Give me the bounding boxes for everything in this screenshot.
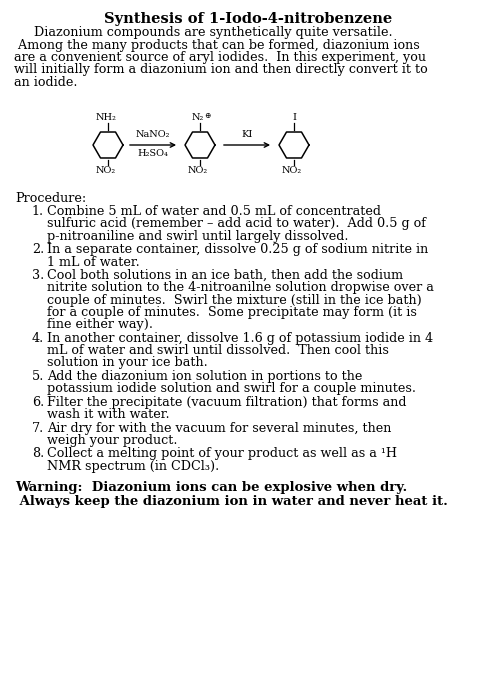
Text: Collect a melting point of your product as well as a ¹H: Collect a melting point of your product …	[47, 447, 397, 461]
Text: Procedure:: Procedure:	[15, 192, 86, 205]
Text: wash it with water.: wash it with water.	[47, 408, 169, 421]
Text: NH₂: NH₂	[95, 113, 116, 122]
Text: sulfuric acid (remember – add acid to water).  Add 0.5 g of: sulfuric acid (remember – add acid to wa…	[47, 218, 426, 230]
Text: Synthesis of 1-Iodo-4-nitrobenzene: Synthesis of 1-Iodo-4-nitrobenzene	[104, 12, 393, 26]
Text: H₂SO₄: H₂SO₄	[138, 149, 168, 158]
Text: for a couple of minutes.  Some precipitate may form (it is: for a couple of minutes. Some precipitat…	[47, 306, 417, 318]
Text: will initially form a diazonium ion and then directly convert it to: will initially form a diazonium ion and …	[14, 64, 428, 76]
Text: Filter the precipitate (vacuum filtration) that forms and: Filter the precipitate (vacuum filtratio…	[47, 395, 407, 409]
Text: Cool both solutions in an ice bath, then add the sodium: Cool both solutions in an ice bath, then…	[47, 270, 403, 282]
Text: Warning:  Diazonium ions can be explosive when dry.: Warning: Diazonium ions can be explosive…	[15, 482, 407, 494]
Text: NO₂: NO₂	[96, 166, 116, 175]
Text: NaNO₂: NaNO₂	[136, 130, 170, 139]
Text: mL of water and swirl until dissolved.  Then cool this: mL of water and swirl until dissolved. T…	[47, 344, 389, 357]
Text: ⊕: ⊕	[204, 112, 210, 120]
Text: In another container, dissolve 1.6 g of potassium iodide in 4: In another container, dissolve 1.6 g of …	[47, 332, 433, 344]
Text: 4.: 4.	[32, 332, 44, 344]
Text: NO₂: NO₂	[188, 166, 208, 175]
Text: N₂: N₂	[192, 113, 204, 122]
Text: Diazonium compounds are synthetically quite versatile.: Diazonium compounds are synthetically qu…	[14, 26, 393, 39]
Text: Always keep the diazonium ion in water and never heat it.: Always keep the diazonium ion in water a…	[15, 495, 448, 508]
Text: 1 mL of water.: 1 mL of water.	[47, 256, 140, 269]
Text: fine either way).: fine either way).	[47, 318, 153, 331]
Text: In a separate container, dissolve 0.25 g of sodium nitrite in: In a separate container, dissolve 0.25 g…	[47, 244, 428, 256]
Text: Among the many products that can be formed, diazonium ions: Among the many products that can be form…	[14, 38, 420, 52]
Text: 5.: 5.	[32, 370, 44, 383]
Text: nitrite solution to the 4-nitroanilne solution dropwise over a: nitrite solution to the 4-nitroanilne so…	[47, 281, 434, 295]
Text: Add the diazonium ion solution in portions to the: Add the diazonium ion solution in portio…	[47, 370, 362, 383]
Text: 3.: 3.	[32, 270, 44, 282]
Text: 1.: 1.	[32, 205, 44, 218]
Text: potassium iodide solution and swirl for a couple minutes.: potassium iodide solution and swirl for …	[47, 382, 416, 395]
Text: an iodide.: an iodide.	[14, 76, 78, 89]
Text: 7.: 7.	[32, 421, 44, 435]
Text: NO₂: NO₂	[282, 166, 302, 175]
Text: couple of minutes.  Swirl the mixture (still in the ice bath): couple of minutes. Swirl the mixture (st…	[47, 293, 422, 307]
Text: I: I	[292, 113, 296, 122]
Text: solution in your ice bath.: solution in your ice bath.	[47, 356, 208, 369]
Text: weigh your product.: weigh your product.	[47, 434, 177, 447]
Text: Air dry for with the vacuum for several minutes, then: Air dry for with the vacuum for several …	[47, 421, 391, 435]
Text: 8.: 8.	[32, 447, 44, 461]
Text: NMR spectrum (in CDCl₃).: NMR spectrum (in CDCl₃).	[47, 460, 219, 473]
Text: 6.: 6.	[32, 395, 44, 409]
Text: are a convenient source of aryl iodides.  In this experiment, you: are a convenient source of aryl iodides.…	[14, 51, 426, 64]
Text: p-nitroaniline and swirl until largely dissolved.: p-nitroaniline and swirl until largely d…	[47, 230, 348, 243]
Text: 2.: 2.	[32, 244, 44, 256]
Text: KI: KI	[242, 130, 252, 139]
Text: Combine 5 mL of water and 0.5 mL of concentrated: Combine 5 mL of water and 0.5 mL of conc…	[47, 205, 381, 218]
